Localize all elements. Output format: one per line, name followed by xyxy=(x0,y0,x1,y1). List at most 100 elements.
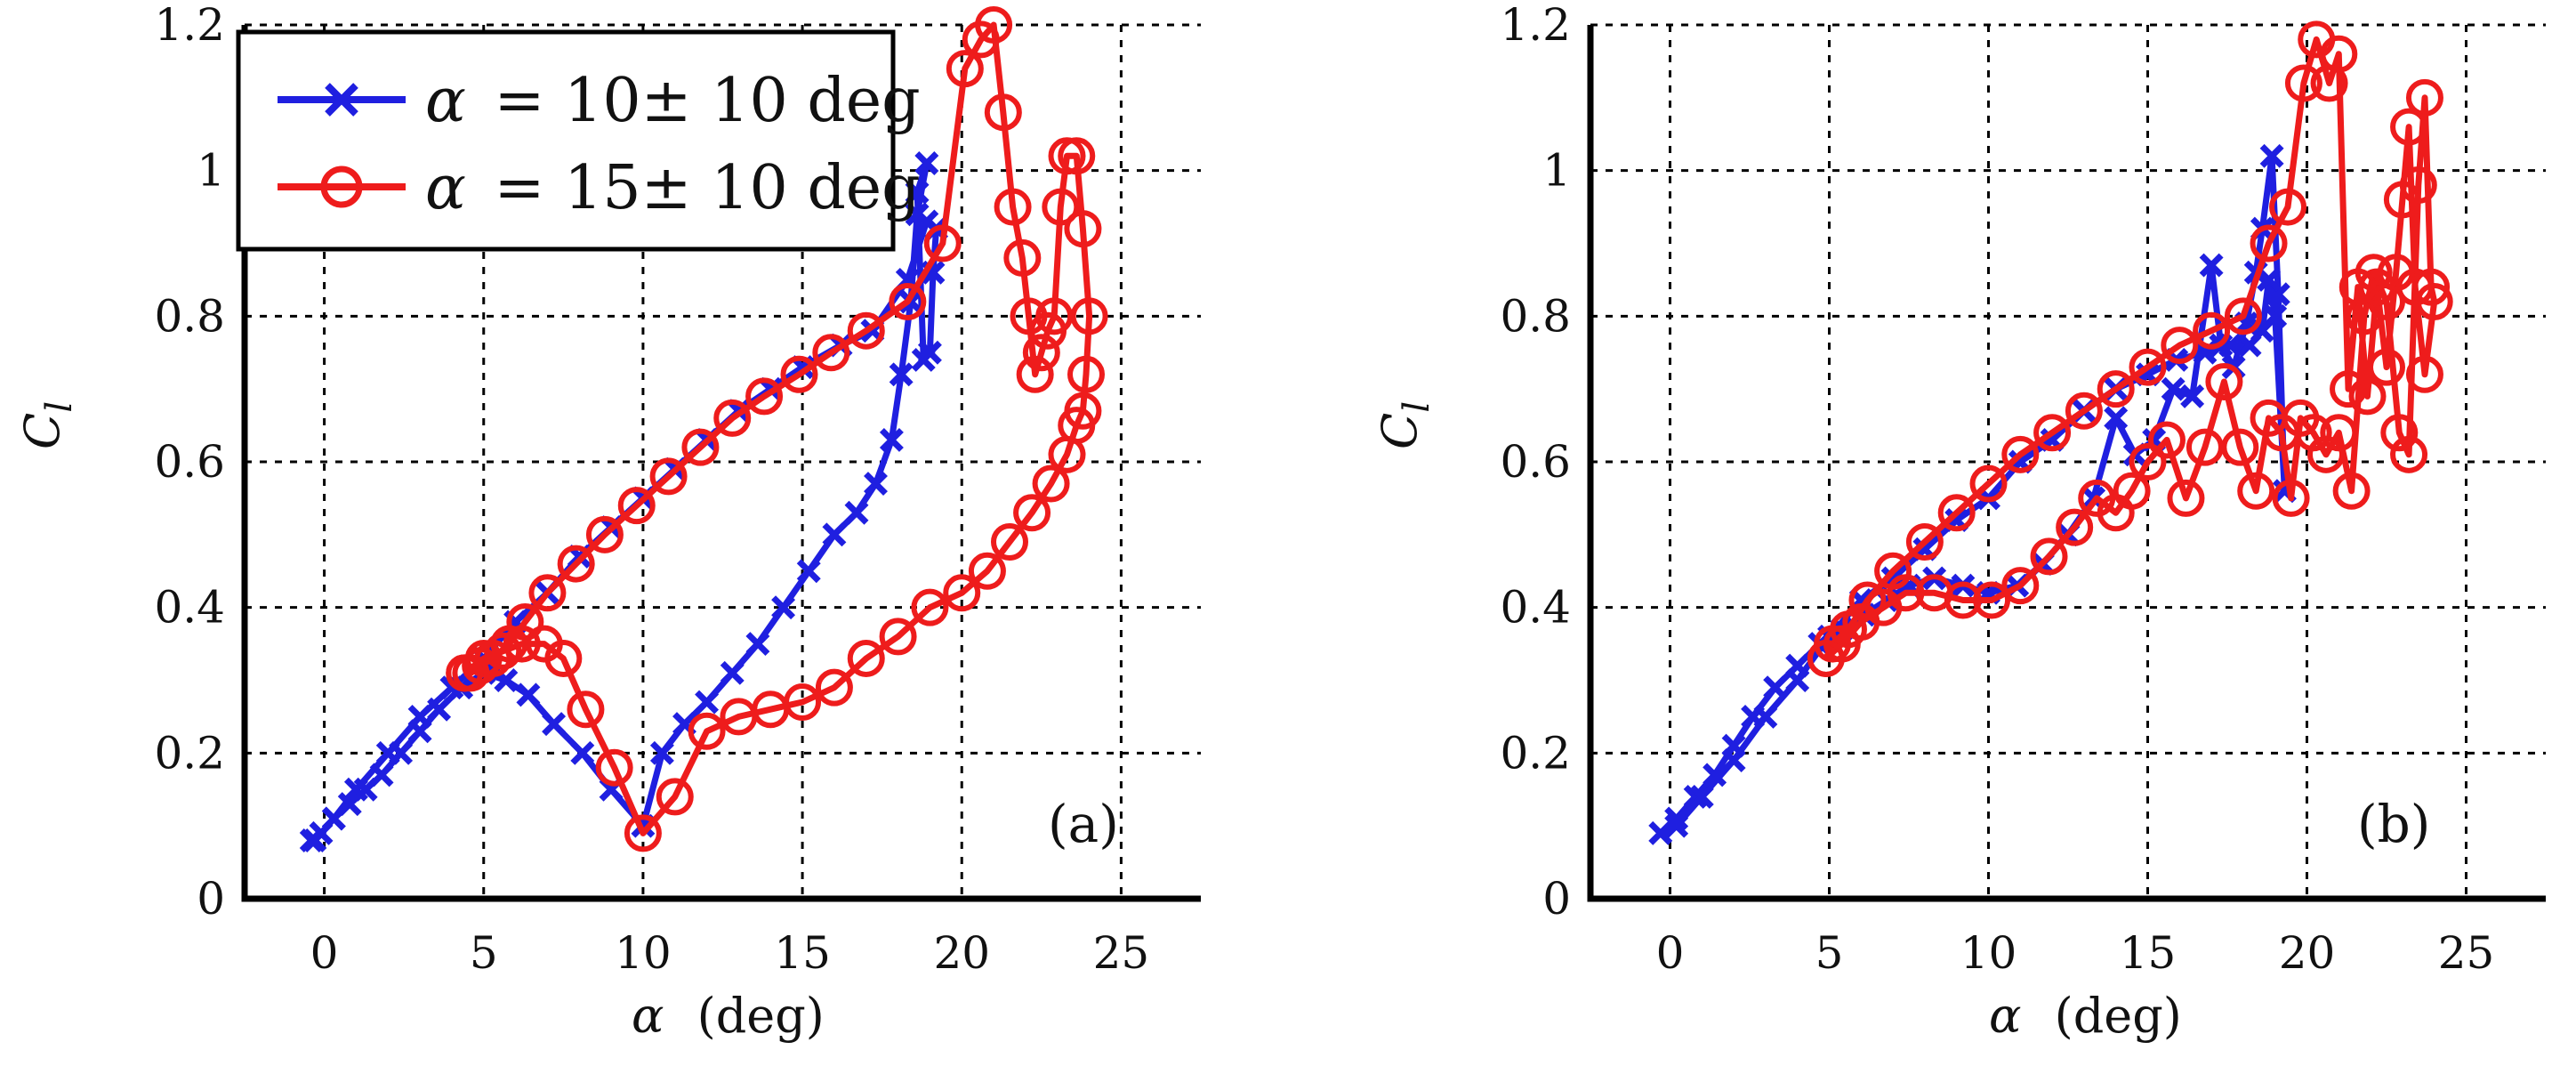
data-point xyxy=(2186,428,2224,466)
data-point xyxy=(1689,784,1714,809)
data-point xyxy=(1721,748,1746,772)
data-point xyxy=(2001,567,2040,605)
grid-a xyxy=(245,23,1201,899)
data-point xyxy=(2161,327,2199,365)
data-point xyxy=(585,515,624,553)
legend-marker-series-1 xyxy=(325,83,358,117)
x-axis-label-symbol-a: α xyxy=(632,988,664,1044)
data-point xyxy=(343,777,368,802)
data-point xyxy=(1022,334,1060,372)
data-point xyxy=(1003,238,1042,277)
tick-labels-b: 0 5 10 15 20 25 0 0.2 0.4 0.6 0.8 1 1.2 xyxy=(1500,0,2494,979)
data-point xyxy=(557,545,595,583)
data-point xyxy=(2237,472,2275,510)
data-point xyxy=(1874,552,1912,590)
legend-marker-series-2 xyxy=(320,166,363,208)
data-point xyxy=(649,740,674,765)
data-point xyxy=(720,660,745,685)
data-point xyxy=(2147,421,2186,459)
data-point xyxy=(2412,268,2451,306)
x-axis-label-a: α (deg) xyxy=(632,988,825,1044)
data-point xyxy=(2113,472,2151,510)
data-point xyxy=(2097,370,2135,408)
data-point xyxy=(847,311,885,350)
data-point xyxy=(2199,253,2224,278)
data-point xyxy=(847,639,885,677)
data-point xyxy=(905,180,930,205)
data-point xyxy=(1010,297,1048,335)
data-point xyxy=(2221,428,2259,466)
y-axis-label-main-a: C xyxy=(14,413,70,449)
data-point xyxy=(446,654,484,692)
panel-label-a: (a) xyxy=(1048,794,1119,854)
x-tick-label-10: 10 xyxy=(1960,927,2017,979)
data-point xyxy=(1070,297,1108,335)
data-point xyxy=(2065,392,2103,430)
legend-item-series-2: α = 15± 10 deg xyxy=(278,153,921,223)
data-point xyxy=(2224,297,2262,335)
data-point xyxy=(2330,370,2368,408)
data-point xyxy=(1064,210,1102,248)
data-point xyxy=(2193,311,2231,350)
data-point xyxy=(984,93,1022,132)
data-point xyxy=(2104,406,2129,431)
data-point xyxy=(595,748,633,787)
data-point xyxy=(1664,806,1689,831)
data-point xyxy=(2180,384,2205,408)
x-tick-label-5: 5 xyxy=(1815,927,1844,979)
data-point xyxy=(745,377,784,416)
data-point xyxy=(2056,508,2094,546)
axes-b xyxy=(1587,25,2546,902)
x-axis-label-unit-a: (deg) xyxy=(697,988,825,1044)
data-point xyxy=(503,625,541,663)
data-point xyxy=(1937,494,1976,532)
y-tick-label-1: 1 xyxy=(197,145,225,197)
data-point xyxy=(369,763,394,787)
data-point xyxy=(2320,414,2358,452)
data-point xyxy=(1683,784,1708,809)
data-point xyxy=(914,151,939,175)
data-point xyxy=(649,457,688,496)
x-tick-label-10: 10 xyxy=(615,927,672,979)
data-point xyxy=(812,334,850,372)
data-point xyxy=(2001,435,2040,473)
data-point xyxy=(1905,523,1944,561)
y-tick-label-0.4: 0.4 xyxy=(154,582,225,634)
data-point xyxy=(1067,355,1105,393)
data-point xyxy=(879,427,904,452)
data-point xyxy=(695,690,720,715)
data-point xyxy=(2272,479,2310,517)
y-tick-label-0.2: 0.2 xyxy=(1500,727,1571,779)
data-point xyxy=(1973,581,2011,619)
data-point xyxy=(2380,414,2419,452)
data-point xyxy=(962,20,1000,59)
y-axis-label-main-b: C xyxy=(1372,413,1428,449)
x-tick-label-15: 15 xyxy=(2120,927,2177,979)
data-point xyxy=(713,399,752,437)
panel-label-b: (b) xyxy=(2357,794,2430,854)
x-axis-label-b: α (deg) xyxy=(1989,988,2182,1044)
data-point xyxy=(889,362,914,387)
data-point xyxy=(2257,267,2282,292)
x-tick-label-0: 0 xyxy=(1656,927,1685,979)
data-point xyxy=(617,487,656,525)
data-point xyxy=(1013,494,1051,532)
data-point xyxy=(528,574,567,612)
data-point xyxy=(624,814,662,852)
data-point xyxy=(2332,472,2371,510)
x-tick-label-0: 0 xyxy=(310,927,339,979)
data-point xyxy=(994,188,1032,226)
data-point xyxy=(2383,181,2421,219)
data-point xyxy=(427,697,452,722)
legend: α = 10± 10 deg α = 15± 10 deg xyxy=(236,29,921,252)
y-tick-label-0: 0 xyxy=(1542,873,1571,925)
y-tick-label-0.6: 0.6 xyxy=(1500,436,1571,488)
data-point xyxy=(1032,464,1070,503)
data-point xyxy=(656,778,694,816)
data-point xyxy=(302,828,327,853)
data-point xyxy=(1848,581,1887,619)
data-point xyxy=(2405,78,2443,117)
legend-box xyxy=(236,29,896,252)
data-point xyxy=(815,668,853,707)
